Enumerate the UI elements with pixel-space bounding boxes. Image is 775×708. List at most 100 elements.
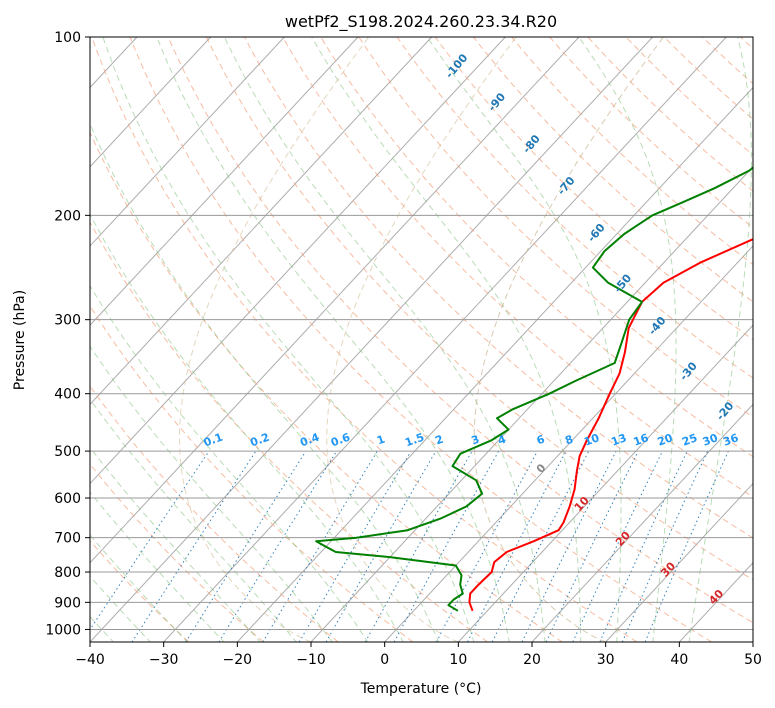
y-tick-label: 700 [54, 531, 81, 547]
mixing-ratio-label: 10 [582, 431, 601, 449]
dry-adiabat-line [396, 37, 753, 379]
dry-adiabat-line [282, 37, 753, 498]
isotherm-line [90, 37, 212, 168]
moist-adiabat-line [578, 37, 677, 642]
moist-adiabat-line [102, 37, 475, 642]
isotherm-line [90, 37, 285, 247]
mixing-ratio-line [185, 450, 307, 642]
isobar-gridlines [90, 37, 753, 630]
mixing-ratio-label: 0.2 [249, 431, 272, 450]
moist-adiabat-line [156, 37, 510, 642]
mixing-ratio-line [599, 450, 688, 642]
isotherm-line [310, 165, 753, 642]
moist-adiabat-line [426, 37, 622, 642]
mixing-ratio-label: 3 [470, 433, 482, 448]
dry-adiabat-line [473, 37, 753, 303]
mixing-ratio-label: 6 [535, 432, 547, 447]
x-tick-label: −10 [296, 652, 326, 668]
x-tick-label: −40 [75, 652, 105, 668]
dry-adiabat-line [90, 385, 339, 642]
mixing-ratio-line [572, 450, 663, 642]
dry-adiabat-line [129, 37, 712, 642]
mixing-ratio-label: 25 [680, 431, 699, 448]
y-axis-label: Pressure (hPa) [12, 290, 28, 390]
isotherm-line [236, 86, 753, 642]
dry-adiabat-line [205, 37, 753, 581]
y-tick-label: 400 [54, 387, 81, 403]
mixing-ratio-label: 30 [701, 431, 720, 449]
isotherm-line [163, 37, 727, 642]
isotherm-line [90, 37, 506, 485]
x-tick-label: 40 [670, 652, 688, 668]
mixing-ratio-label: 13 [609, 431, 628, 448]
x-axis-label: Temperature (°C) [360, 681, 482, 697]
isotherm-line [384, 245, 753, 642]
isotherm-line [752, 641, 753, 642]
mixing-ratio-line [435, 450, 538, 642]
mixing-ratio-label: 1 [375, 433, 387, 448]
isotherm-line [90, 37, 580, 564]
dry-adiabat-line [434, 37, 753, 341]
moist-adiabat-line [90, 213, 404, 642]
dry-adiabat-line [91, 37, 638, 642]
dry-adiabat-line [244, 37, 753, 539]
reference-curve [179, 37, 370, 642]
mixing-ratio-line [90, 450, 210, 631]
chart-title: wetPf2_S198.2024.260.23.34.R20 [285, 12, 557, 32]
dry-adiabat-line [90, 221, 488, 642]
mixing-ratio-label: 4 [496, 432, 508, 447]
moist-adiabat-line [90, 345, 333, 642]
mixing-ratio-label: 1.5 [403, 431, 426, 450]
x-tick-label: 30 [597, 652, 615, 668]
mixing-ratio-label: 2 [433, 433, 445, 448]
x-tick-label: −30 [149, 652, 179, 668]
x-tick-label: 50 [744, 652, 762, 668]
x-tick-label: 0 [380, 652, 389, 668]
profile-line [468, 238, 753, 612]
y-tick-label: 600 [54, 491, 81, 507]
isotherm-line [531, 403, 753, 642]
isotherm-line [457, 324, 753, 642]
isotherm-line [90, 37, 433, 406]
wet-bulb-label: -10 [763, 425, 775, 449]
mixing-ratio-label: 16 [632, 431, 651, 449]
y-tick-label: 1000 [45, 622, 81, 638]
dry-adiabat-line [167, 37, 753, 624]
mixing-ratio-line [262, 450, 378, 642]
background-lines [0, 37, 753, 642]
plot-background [90, 37, 753, 642]
mixing-ratio-label: 8 [563, 433, 575, 448]
plot-frame [89, 36, 754, 643]
dry-adiabat-line [90, 463, 264, 642]
moist-adiabat-line [223, 37, 546, 642]
isotherm-line [90, 37, 654, 642]
x-tick-label: −20 [223, 652, 253, 668]
mixing-ratio-label: 0.1 [202, 431, 225, 450]
y-tick-label: 100 [54, 30, 81, 46]
sounding-profiles [315, 166, 753, 612]
y-tick-label: 500 [54, 444, 81, 460]
moist-adiabat-line [688, 37, 752, 642]
reference-curve [473, 37, 664, 642]
dry-adiabat-line [90, 540, 190, 642]
y-tick-label: 300 [54, 313, 81, 329]
mixing-ratio-label: 0.6 [329, 430, 352, 449]
isotherm-line [605, 482, 753, 642]
mixing-ratio-line [298, 450, 412, 642]
mixing-ratio-label: 20 [656, 431, 675, 449]
mixing-ratio-line [131, 450, 257, 642]
y-tick-label: 800 [54, 565, 81, 581]
moist-adiabat-line [90, 398, 297, 642]
y-axis: 100 200 300 400 500 600 700 800 900 1000 [45, 30, 90, 638]
y-tick-label: 200 [54, 208, 81, 224]
moist-adiabat-line [90, 122, 440, 642]
mixing-ratio-label: 36 [721, 431, 740, 449]
isotherm-line [0, 37, 63, 642]
dry-adiabat-line [90, 131, 563, 642]
x-axis: −40 −30 −20 −10 0 10 20 30 40 50 [75, 642, 762, 668]
x-tick-label: 20 [523, 652, 541, 668]
mixing-ratio-line [545, 450, 639, 642]
mixing-ratio-line [521, 450, 617, 642]
reference-curve [326, 37, 517, 642]
